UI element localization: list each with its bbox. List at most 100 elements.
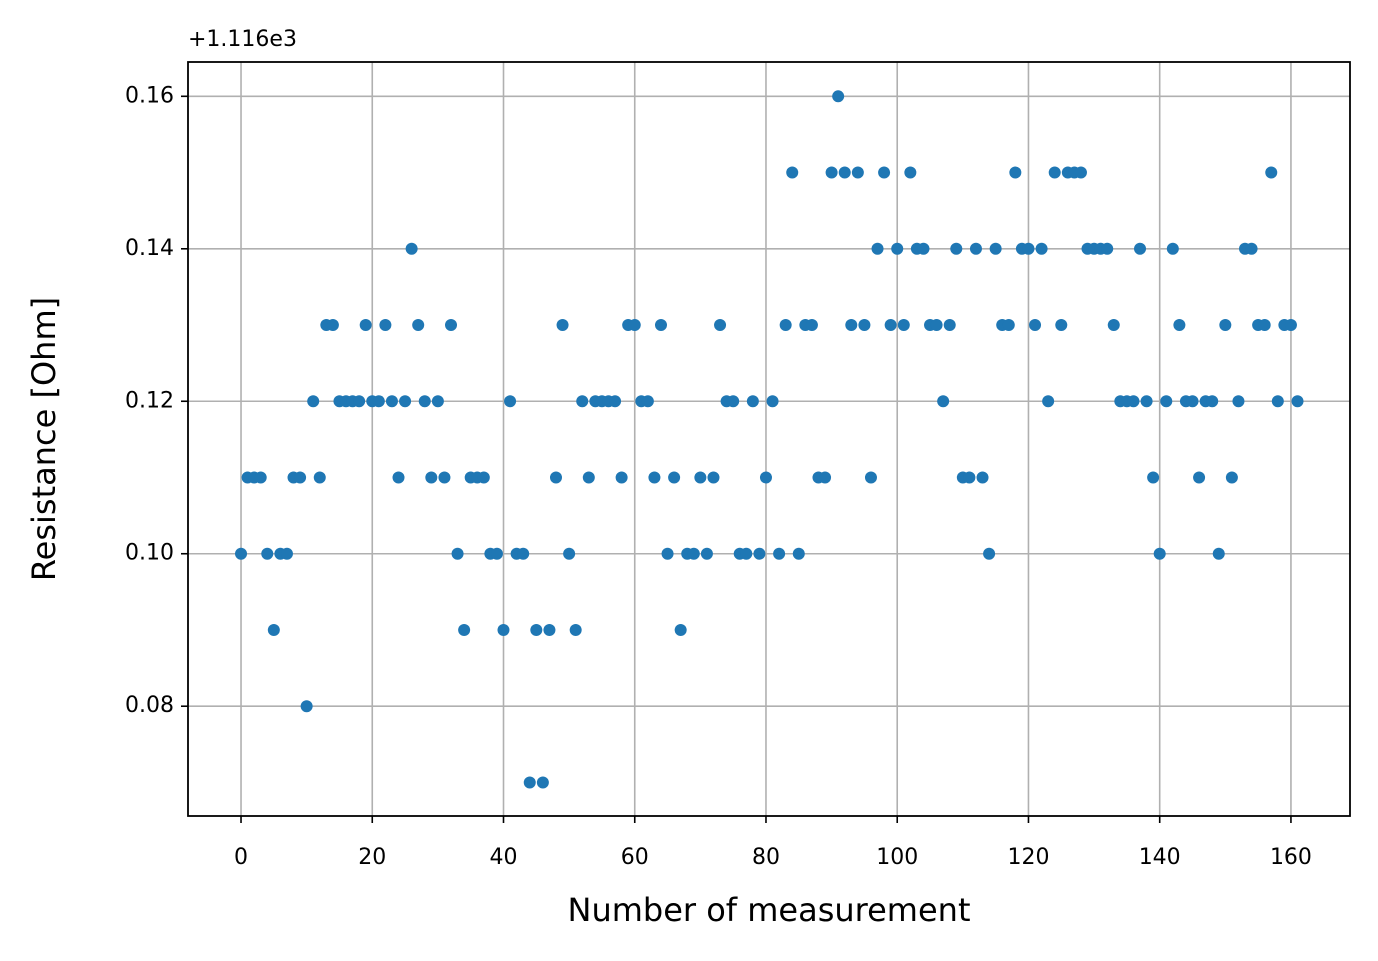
point [326,319,339,332]
point [832,90,845,103]
point [615,471,628,484]
point [1291,395,1304,408]
point [897,319,910,332]
point [530,623,543,636]
point [477,471,490,484]
point [773,547,786,560]
point [1166,242,1179,255]
point [904,166,917,179]
point [654,319,667,332]
point [307,395,320,408]
point [1009,166,1022,179]
point [1055,319,1068,332]
point [235,547,248,560]
point [1271,395,1284,408]
point [1258,319,1271,332]
point [989,242,1002,255]
x-tick-label: 100 [876,845,918,870]
point [1022,242,1035,255]
point [458,623,471,636]
point [930,319,943,332]
x-tick-label: 60 [621,845,649,870]
point [1219,319,1232,332]
x-axis-label: Number of measurement [568,891,971,929]
point [648,471,661,484]
point [1284,319,1297,332]
point [392,471,405,484]
x-tick-label: 20 [358,845,386,870]
point [851,166,864,179]
point [714,319,727,332]
x-tick-label: 140 [1139,845,1181,870]
point [353,395,366,408]
point [1101,242,1114,255]
point [884,319,897,332]
point [1245,242,1258,255]
point [825,166,838,179]
point [864,471,877,484]
point [399,395,412,408]
point [917,242,930,255]
x-tick-label: 0 [234,845,248,870]
x-tick-label: 120 [1007,845,1049,870]
point [950,242,963,255]
point [1048,166,1061,179]
point [668,471,681,484]
point [261,547,274,560]
point [727,395,740,408]
y-tick-label: 0.12 [125,388,174,413]
point [707,471,720,484]
point [805,319,818,332]
point [425,471,438,484]
y-axis-label: Resistance [Ohm] [25,297,63,581]
point [536,776,549,789]
point [267,623,280,636]
point [517,547,530,560]
point [1265,166,1278,179]
point [661,547,674,560]
point [418,395,431,408]
point [294,471,307,484]
point [878,166,891,179]
point [845,319,858,332]
point [969,242,982,255]
y-tick-label: 0.08 [125,693,174,718]
point [1160,395,1173,408]
point [786,166,799,179]
point [372,395,385,408]
point [504,395,517,408]
point [1232,395,1245,408]
point [1140,395,1153,408]
point [569,623,582,636]
point [943,319,956,332]
point [451,547,464,560]
point [687,547,700,560]
point [1035,242,1048,255]
point [1225,471,1238,484]
point [1173,319,1186,332]
point [819,471,832,484]
point [779,319,792,332]
point [1206,395,1219,408]
point [792,547,805,560]
point [871,242,884,255]
point [582,471,595,484]
point [576,395,589,408]
point [983,547,996,560]
point [497,623,510,636]
point [1002,319,1015,332]
point [1029,319,1042,332]
point [766,395,779,408]
point [1153,547,1166,560]
plot-frame [187,61,1351,817]
point [438,471,451,484]
point [543,623,556,636]
point [1147,471,1160,484]
point [385,395,398,408]
point [700,547,713,560]
point [753,547,766,560]
point [1212,547,1225,560]
point [838,166,851,179]
